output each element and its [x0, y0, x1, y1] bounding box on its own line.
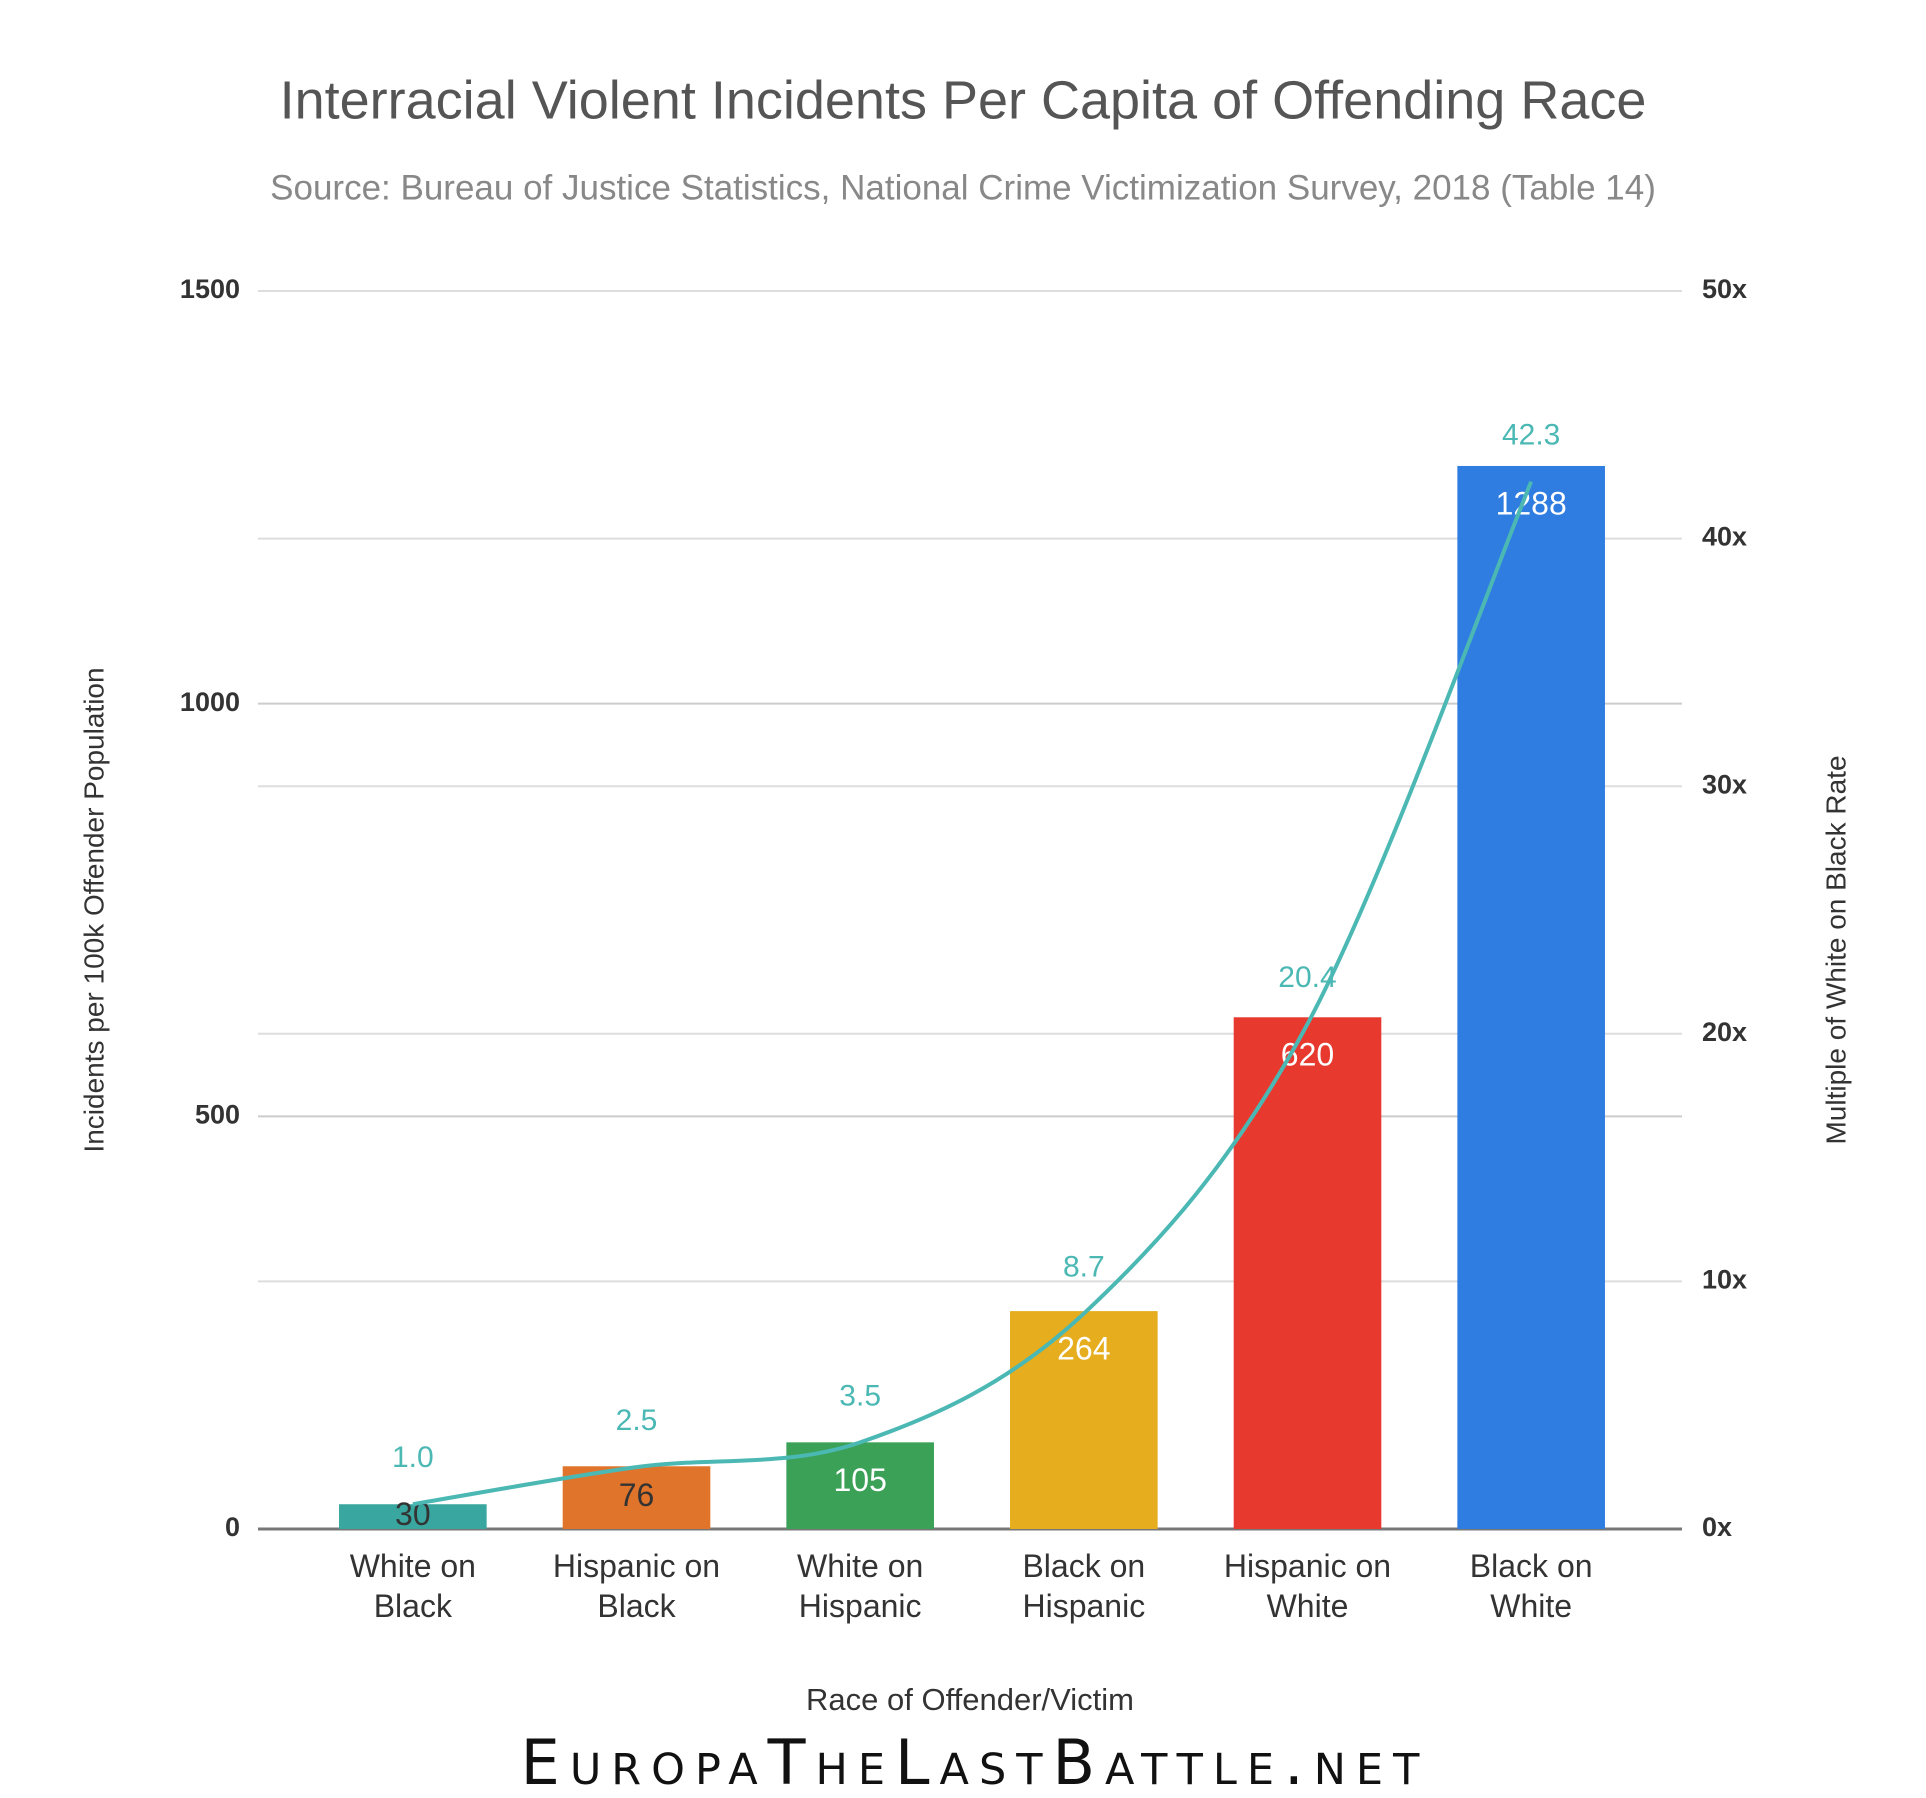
y2-tick-label: 50x: [1702, 274, 1747, 304]
y2-axis-title: Multiple of White on Black Rate: [1820, 755, 1851, 1144]
line-value-label: 20.4: [1278, 961, 1336, 994]
bar-value-label: 105: [833, 1462, 886, 1498]
line-value-label: 42.3: [1502, 419, 1560, 452]
watermark: EuropaTheLastBattle.net: [521, 1726, 1430, 1798]
line-value-label: 3.5: [839, 1379, 881, 1412]
y-axis-title: Incidents per 100k Offender Population: [78, 667, 109, 1152]
bar: [339, 1504, 487, 1529]
y2-tick-label: 30x: [1702, 769, 1747, 799]
trend-line: [412, 480, 1534, 1507]
y-tick-label: 0: [225, 1512, 240, 1542]
y2-tick-label: 0x: [1702, 1512, 1732, 1542]
y2-tick-label: 40x: [1702, 522, 1747, 552]
x-tick-label: White on Hispanic: [797, 1548, 923, 1624]
y-tick-label: 500: [195, 1099, 240, 1129]
bar-value-label: 1288: [1496, 485, 1567, 521]
x-tick-label: White on Black: [350, 1548, 476, 1624]
x-tick-label: Black on White: [1470, 1548, 1593, 1624]
bar: [1233, 1017, 1382, 1529]
y-tick-label: 1000: [180, 687, 240, 717]
y2-tick-label: 10x: [1702, 1265, 1747, 1295]
x-tick-label: Hispanic on Black: [553, 1548, 720, 1624]
bar: [562, 1466, 711, 1529]
line-value-label: 8.7: [1063, 1251, 1105, 1284]
line-value-label: 2.5: [616, 1404, 658, 1437]
x-axis-title: Race of Offender/Victim: [806, 1682, 1134, 1717]
bar-value-label: 264: [1057, 1331, 1110, 1367]
bar-value-label: 76: [619, 1477, 655, 1513]
bar: [1010, 1311, 1158, 1529]
line-value-label: 1.0: [392, 1441, 434, 1474]
bar: [786, 1442, 934, 1529]
y2-tick-label: 20x: [1702, 1017, 1747, 1047]
x-tick-label: Hispanic on White: [1224, 1548, 1391, 1624]
chart-subtitle: Source: Bureau of Justice Statistics, Na…: [270, 168, 1656, 207]
x-tick-label: Black on Hispanic: [1022, 1548, 1145, 1624]
chart-title: Interracial Violent Incidents Per Capita…: [280, 70, 1647, 130]
bar: [1457, 465, 1605, 1529]
y-tick-label: 1500: [180, 274, 240, 304]
